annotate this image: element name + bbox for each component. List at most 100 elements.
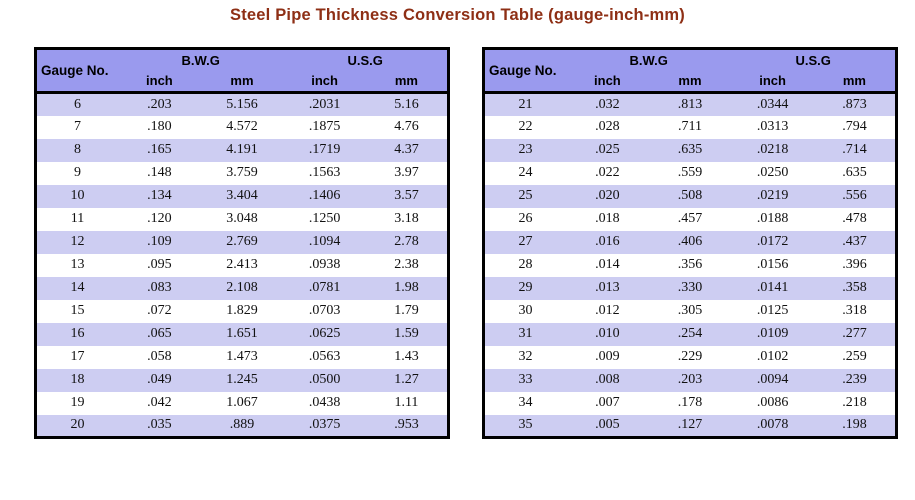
value-cell: 1.651	[200, 322, 284, 346]
value-cell: .072	[118, 299, 201, 323]
gauge-cell: 34	[483, 391, 567, 415]
table-row: 29.013.330.0141.358	[483, 276, 897, 300]
value-cell: 3.759	[200, 161, 284, 185]
value-cell: .013	[566, 276, 649, 300]
value-cell: .1250	[283, 207, 366, 231]
value-cell: 1.067	[200, 391, 284, 415]
gauge-cell: 22	[483, 115, 567, 139]
value-cell: .014	[566, 253, 649, 277]
value-cell: .095	[118, 253, 201, 277]
value-cell: 2.38	[365, 253, 449, 277]
bwg-group-header: B.W.G	[118, 48, 284, 71]
gauge-cell: 27	[483, 230, 567, 254]
value-cell: .0250	[731, 161, 814, 185]
table-row: 6.203 5.156.2031 5.16	[35, 92, 449, 116]
gauge-cell: 10	[35, 184, 119, 208]
gauge-cell: 26	[483, 207, 567, 231]
value-cell: .0109	[731, 322, 814, 346]
gauge-column-header: Gauge No.	[35, 48, 119, 93]
value-cell: .813	[648, 92, 732, 116]
table-row: 32.009.229.0102.259	[483, 345, 897, 369]
value-cell: 1.43	[365, 345, 449, 369]
value-cell: .229	[648, 345, 732, 369]
table-row: 8.165 4.191.1719 4.37	[35, 138, 449, 162]
value-cell: .0703	[283, 299, 366, 323]
value-cell: .016	[566, 230, 649, 254]
value-cell: .0172	[731, 230, 814, 254]
header-row-units: inch mm inch mm	[484, 70, 897, 93]
gauge-column-header: Gauge No.	[483, 48, 567, 93]
value-cell: .109	[118, 230, 201, 254]
gauge-cell: 30	[483, 299, 567, 323]
value-cell: .0219	[731, 184, 814, 208]
value-cell: .794	[813, 115, 897, 139]
value-cell: .010	[566, 322, 649, 346]
table-row: 24.022.559.0250.635	[483, 161, 897, 185]
bwg-group-header: B.W.G	[566, 48, 732, 71]
header-row-groups: Gauge No. B.W.G U.S.G	[483, 48, 897, 93]
table-row: 27.016.406.0172.437	[483, 230, 897, 254]
value-cell: .065	[118, 322, 201, 346]
gauge-cell: 31	[483, 322, 567, 346]
table-row: 30.012.305.0125.318	[483, 299, 897, 323]
gauge-cell: 17	[35, 345, 119, 369]
value-cell: .1875	[283, 115, 366, 139]
value-cell: 3.97	[365, 161, 449, 185]
table-row: 21.032.813.0344.873	[483, 92, 897, 116]
table-row: 33.008.203.0094.239	[483, 368, 897, 392]
value-cell: .022	[566, 161, 649, 185]
value-cell: .559	[648, 161, 732, 185]
table-row: 17.058 1.473.0563 1.43	[35, 345, 449, 369]
value-cell: 4.76	[365, 115, 449, 139]
value-cell: .1563	[283, 161, 366, 185]
value-cell: .0141	[731, 276, 814, 300]
gauge-cell: 25	[483, 184, 567, 208]
value-cell: 4.191	[200, 138, 284, 162]
value-cell: .358	[813, 276, 897, 300]
usg-group-header: U.S.G	[731, 48, 897, 71]
value-cell: .259	[813, 345, 897, 369]
value-cell: .305	[648, 299, 732, 323]
table-row: 10.134 3.404.1406 3.57	[35, 184, 449, 208]
value-cell: .711	[648, 115, 732, 139]
gauge-cell: 8	[35, 138, 119, 162]
gauge-cell: 35	[483, 414, 567, 438]
mm-subheader: mm	[813, 70, 897, 93]
value-cell: .1406	[283, 184, 366, 208]
value-cell: .083	[118, 276, 201, 300]
mm-subheader: mm	[365, 70, 449, 93]
value-cell: .009	[566, 345, 649, 369]
table-row: 16.065 1.651.0625 1.59	[35, 322, 449, 346]
value-cell: .556	[813, 184, 897, 208]
value-cell: .012	[566, 299, 649, 323]
value-cell: .025	[566, 138, 649, 162]
value-cell: .018	[566, 207, 649, 231]
value-cell: .0375	[283, 414, 366, 438]
value-cell: .008	[566, 368, 649, 392]
value-cell: .0156	[731, 253, 814, 277]
value-cell: .198	[813, 414, 897, 438]
value-cell: .0125	[731, 299, 814, 323]
value-cell: .457	[648, 207, 732, 231]
value-cell: 2.108	[200, 276, 284, 300]
value-cell: .0086	[731, 391, 814, 415]
value-cell: .396	[813, 253, 897, 277]
table-row: 31.010.254.0109.277	[483, 322, 897, 346]
value-cell: .635	[648, 138, 732, 162]
table-row: 18.049 1.245.0500 1.27	[35, 368, 449, 392]
value-cell: .0438	[283, 391, 366, 415]
gauge-cell: 16	[35, 322, 119, 346]
value-cell: .330	[648, 276, 732, 300]
value-cell: 3.404	[200, 184, 284, 208]
value-cell: 1.11	[365, 391, 449, 415]
value-cell: .437	[813, 230, 897, 254]
value-cell: 1.98	[365, 276, 449, 300]
value-cell: .028	[566, 115, 649, 139]
value-cell: .2031	[283, 92, 366, 116]
gauge-cell: 7	[35, 115, 119, 139]
value-cell: 1.59	[365, 322, 449, 346]
value-cell: 3.048	[200, 207, 284, 231]
inch-subheader: inch	[731, 70, 814, 93]
value-cell: .508	[648, 184, 732, 208]
value-cell: 3.57	[365, 184, 449, 208]
